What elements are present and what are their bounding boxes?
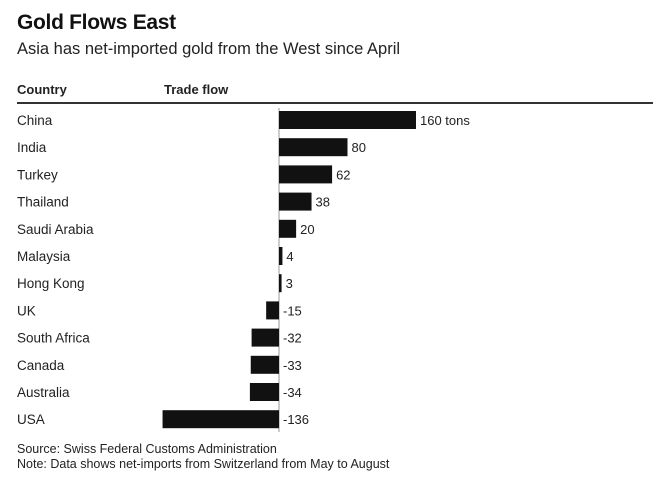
value-label: -33 [283, 358, 302, 373]
bar-usa [162, 410, 279, 429]
country-label: Australia [17, 385, 70, 400]
country-label: China [17, 113, 53, 128]
header-divider [17, 102, 653, 104]
country-label: South Africa [17, 331, 90, 346]
chart-title: Gold Flows East [17, 11, 176, 34]
country-label: India [17, 140, 47, 155]
column-header-trade-flow: Trade flow [164, 82, 229, 97]
value-label: 4 [286, 249, 293, 264]
country-label: Thailand [17, 195, 69, 210]
value-label: -15 [283, 303, 302, 318]
value-label: 20 [300, 222, 314, 237]
value-label: -34 [283, 385, 302, 400]
country-label: Malaysia [17, 249, 71, 264]
value-label: 80 [352, 140, 366, 155]
bar-south-africa [251, 328, 279, 347]
value-label: 3 [286, 276, 293, 291]
column-header-country: Country [17, 82, 67, 97]
chart-subtitle: Asia has net-imported gold from the West… [17, 40, 401, 58]
country-label: Hong Kong [17, 276, 85, 291]
bar-hong-kong [279, 274, 282, 293]
value-label: 38 [316, 195, 330, 210]
country-label: Canada [17, 358, 65, 373]
country-label: USA [17, 412, 45, 427]
data-note: Note: Data shows net-imports from Switze… [17, 457, 390, 471]
bar-india [279, 138, 348, 157]
country-label: Saudi Arabia [17, 222, 94, 237]
bar-malaysia [279, 247, 283, 265]
value-label: 62 [336, 167, 350, 182]
bar-turkey [279, 165, 333, 184]
source-note: Source: Swiss Federal Customs Administra… [17, 442, 277, 456]
value-label: -136 [283, 412, 309, 427]
bar-thailand [279, 192, 312, 211]
value-label: 160 tons [420, 113, 470, 128]
value-label: -32 [283, 331, 302, 346]
bar-uk [266, 301, 279, 320]
bar-australia [249, 383, 279, 401]
bar-saudi-arabia [279, 219, 297, 238]
country-label: Turkey [17, 167, 58, 182]
country-label: UK [17, 303, 36, 318]
bar-canada [250, 355, 279, 374]
bar-china [279, 111, 416, 129]
